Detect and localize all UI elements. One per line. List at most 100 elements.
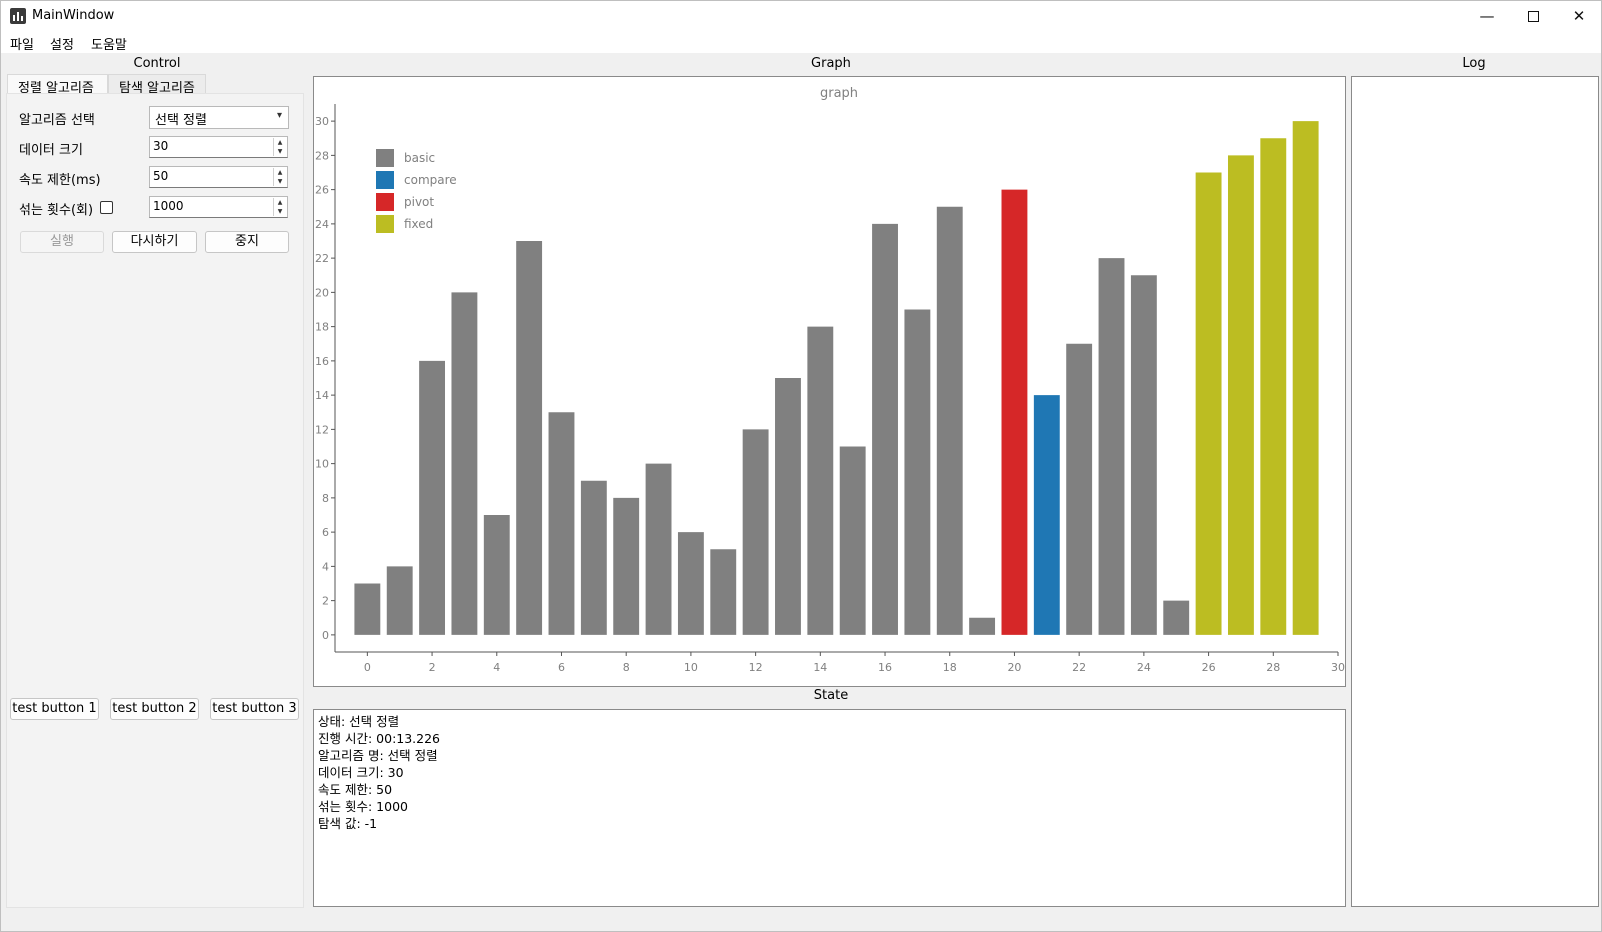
bar-basic (1098, 258, 1125, 635)
test-button-3[interactable]: test button 3 (210, 698, 299, 720)
run-button[interactable]: 실행 (20, 231, 104, 253)
bar-basic (645, 463, 672, 635)
bar-basic (904, 309, 931, 635)
test-button-2[interactable]: test button 2 (110, 698, 199, 720)
control-panel (6, 93, 304, 908)
y-tick-label: 10 (315, 458, 329, 471)
bar-basic (354, 583, 381, 635)
y-tick-label: 18 (315, 321, 329, 334)
y-tick-label: 2 (322, 595, 329, 608)
y-tick-label: 6 (322, 526, 329, 539)
bar-pivot (1001, 189, 1028, 635)
bar-basic (483, 515, 510, 635)
bar-basic (742, 429, 769, 635)
y-tick-label: 28 (315, 149, 329, 162)
speed-limit-spinbox[interactable]: 50 ▲ ▼ (149, 166, 288, 188)
shuffle-count-label: 섞는 횟수(회) (19, 203, 94, 218)
state-elapsed-line: 진행 시간: 00:13.226 (318, 731, 441, 746)
algorithm-select[interactable]: 선택 정렬 ▾ (149, 106, 289, 129)
spin-arrows-icon[interactable]: ▲ ▼ (273, 198, 286, 216)
y-tick-label: 14 (315, 389, 329, 402)
bar-basic (516, 241, 543, 635)
menu-settings[interactable]: 설정 (50, 38, 74, 53)
state-search-value-line: 탐색 값: -1 (318, 816, 378, 831)
x-tick-label: 14 (813, 661, 827, 674)
bar-basic (451, 292, 478, 635)
state-section-title: State (813, 688, 849, 703)
log-section-title: Log (1462, 56, 1486, 71)
shuffle-count-spinbox[interactable]: 1000 ▲ ▼ (149, 196, 288, 218)
app-chart-icon (10, 8, 26, 24)
x-tick-label: 2 (429, 661, 436, 674)
test-button-1[interactable]: test button 1 (10, 698, 99, 720)
bar-basic (807, 326, 834, 635)
legend-label-pivot: pivot (404, 195, 434, 209)
y-tick-label: 30 (315, 115, 329, 128)
bar-basic (1163, 600, 1190, 635)
minimize-icon[interactable]: — (1479, 7, 1495, 25)
window-title: MainWindow (32, 8, 115, 23)
spin-arrows-icon[interactable]: ▲ ▼ (273, 138, 286, 156)
x-tick-label: 24 (1137, 661, 1151, 674)
x-tick-label: 20 (1007, 661, 1021, 674)
bar-fixed (1292, 121, 1319, 635)
stop-button[interactable]: 중지 (205, 231, 289, 253)
shuffle-count-value: 1000 (153, 199, 184, 213)
x-tick-label: 10 (684, 661, 698, 674)
menu-file[interactable]: 파일 (10, 38, 34, 53)
bar-compare (1033, 395, 1060, 635)
state-algorithm-line: 알고리즘 명: 선택 정렬 (318, 748, 438, 763)
legend-swatch-basic (376, 149, 394, 167)
y-tick-label: 26 (315, 184, 329, 197)
bar-fixed (1195, 172, 1222, 635)
y-tick-label: 20 (315, 286, 329, 299)
close-icon[interactable]: ✕ (1572, 7, 1586, 25)
y-tick-label: 4 (322, 560, 329, 573)
graph-frame: graph basic compare pivot fixed 0 2 4 6 8 10 12 14… (313, 76, 1346, 687)
chevron-down-icon: ▾ (276, 110, 282, 121)
maximize-icon[interactable] (1510, 1, 1556, 31)
data-size-spinbox[interactable]: 30 ▲ ▼ (149, 136, 288, 158)
speed-limit-value: 50 (153, 169, 169, 183)
bar-basic (775, 378, 801, 635)
x-tick-label: 0 (364, 661, 371, 674)
x-tick-label: 8 (623, 661, 630, 674)
y-tick-label: 22 (315, 252, 329, 265)
menu-help[interactable]: 도움말 (91, 38, 127, 53)
y-tick-label: 16 (315, 355, 329, 368)
y-tick-label: 0 (322, 629, 329, 642)
data-size-value: 30 (153, 139, 169, 153)
bar-basic (839, 446, 866, 635)
algorithm-select-label: 알고리즘 선택 (19, 113, 95, 128)
bar-basic (548, 412, 575, 635)
x-tick-label: 4 (493, 661, 500, 674)
bar-basic (1066, 343, 1093, 635)
state-panel: 상태: 선택 정렬 진행 시간: 00:13.226 알고리즘 명: 선택 정렬… (313, 709, 1346, 907)
bar-basic (419, 360, 446, 635)
y-tick-label: 24 (315, 218, 329, 231)
shuffle-checkbox[interactable] (100, 201, 113, 214)
x-tick-label: 26 (1202, 661, 1216, 674)
state-speed-line: 속도 제한: 50 (318, 782, 393, 797)
bar-fixed (1227, 155, 1254, 635)
tab-sort-algorithm[interactable]: 정렬 알고리즘 (7, 74, 108, 96)
x-tick-label: 30 (1331, 661, 1345, 674)
legend-label-compare: compare (404, 173, 457, 187)
legend-swatch-compare (376, 171, 394, 189)
y-tick-label: 12 (315, 423, 329, 436)
spin-arrows-icon[interactable]: ▲ ▼ (273, 168, 286, 186)
chart-title: graph (820, 86, 858, 101)
y-tick-label: 8 (322, 492, 329, 505)
graph-section-title: Graph (811, 56, 851, 71)
bar-basic (1130, 275, 1157, 635)
state-shuffle-line: 섞는 횟수: 1000 (318, 799, 408, 814)
tab-search-algorithm[interactable]: 탐색 알고리즘 (108, 74, 206, 96)
bar-fixed (1260, 138, 1287, 635)
bar-basic (872, 223, 898, 635)
legend-swatch-fixed (376, 215, 394, 233)
algorithm-select-value: 선택 정렬 (155, 113, 207, 128)
x-tick-label: 6 (558, 661, 565, 674)
restart-button[interactable]: 다시하기 (112, 231, 197, 253)
